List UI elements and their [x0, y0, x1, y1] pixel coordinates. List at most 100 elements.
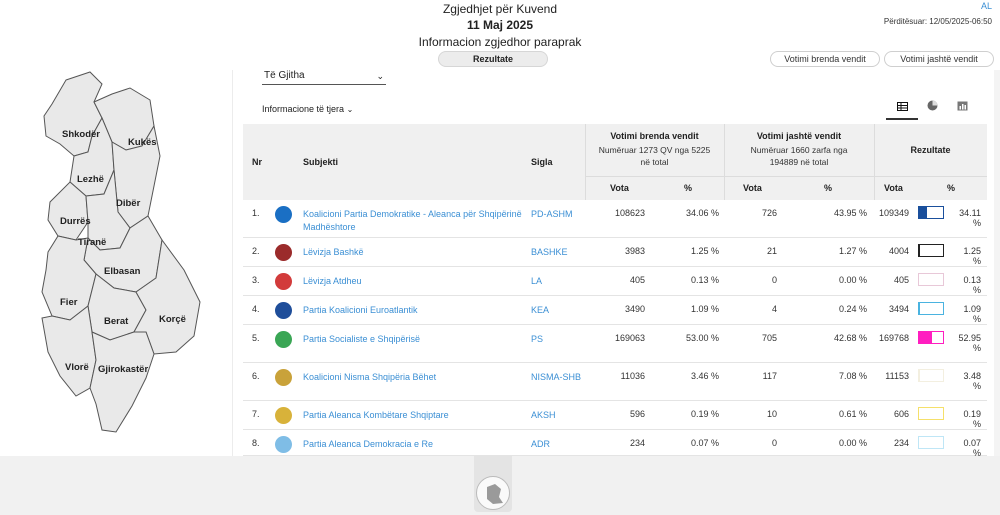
party-name-link[interactable]: Koalicioni Nisma Shqipëria Bëhet	[303, 372, 437, 382]
col-vote-in: Votimi brenda vendit	[610, 131, 699, 141]
pie-chart-icon[interactable]	[916, 98, 948, 120]
map-label-lezhe: Lezhë	[77, 174, 104, 185]
party-logo-icon	[275, 407, 292, 424]
albania-map[interactable]: Shkodër Kukës Lezhë Dibër Durrës Tiranë …	[30, 70, 210, 445]
table-row[interactable]: 6. Koalicioni Nisma Shqipëria Bëhet NISMA-…	[243, 363, 987, 401]
col-pct-out: %	[824, 183, 833, 193]
party-acronym-link[interactable]: KEA	[531, 305, 550, 315]
pct-in-country: 34.06 %	[685, 208, 719, 218]
region-select[interactable]: Të Gjitha ⌄	[262, 68, 386, 85]
party-name-link[interactable]: Lëvizja Atdheu	[303, 276, 362, 286]
table-row[interactable]: 3. Lëvizja Atdheu LA 405 0.13 % 0 0.00 % 405 0.1…	[243, 267, 987, 296]
votes-abroad: 117	[762, 371, 777, 381]
party-acronym-link[interactable]: PS	[531, 334, 544, 344]
party-acronym-link[interactable]: PD-ASHM	[531, 209, 573, 219]
col-sigla: Sigla	[531, 157, 553, 167]
pct-total: 0.13 %	[963, 275, 981, 295]
map-label-diber: Dibër	[116, 198, 141, 209]
pct-in-country: 3.46 %	[690, 371, 719, 381]
region-durres	[47, 181, 89, 241]
pct-abroad: 0.61 %	[838, 409, 867, 419]
party-acronym-link[interactable]: NISMA-SHB	[531, 372, 582, 382]
table-row[interactable]: 5. Partia Socialiste e Shqipërisë PS 169063…	[243, 325, 987, 363]
party-logo-icon	[275, 331, 292, 348]
votes-abroad: 705	[761, 333, 777, 343]
view-switcher	[884, 98, 994, 120]
votes-total: 11153	[885, 371, 909, 381]
table-row[interactable]: 7. Partia Aleanca Kombëtare Shqiptare AKSH…	[243, 401, 987, 430]
table-row[interactable]: 2. Lëvizja Bashkë BASHKE 3983 1.25 % 21 1.27 %…	[243, 238, 987, 267]
result-share-fill	[919, 207, 928, 218]
party-logo-icon	[275, 273, 292, 290]
pct-abroad: 0.00 %	[838, 438, 867, 448]
chevron-down-icon: ⌄	[376, 71, 384, 81]
pct-abroad: 43.95 %	[833, 208, 867, 218]
votes-in-country: 3490	[624, 304, 645, 314]
result-share-fill	[919, 370, 920, 381]
party-name-link[interactable]: Partia Socialiste e Shqipërisë	[303, 334, 421, 344]
result-share-bar	[918, 273, 944, 286]
col-vote-in-total: në total	[640, 157, 669, 167]
cec-seal-icon	[476, 476, 510, 510]
party-name-link[interactable]: Koalicioni Partia Demokratike - Aleanca …	[303, 209, 522, 232]
votes-abroad: 0	[771, 438, 777, 448]
map-label-tirane: Tiranë	[78, 237, 107, 248]
votes-total: 606	[893, 409, 909, 419]
party-name-link[interactable]: Partia Aleanca Demokracia e Re	[303, 439, 434, 449]
pct-total: 1.09 %	[963, 304, 981, 324]
result-share-bar	[918, 407, 944, 420]
party-acronym-link[interactable]: LA	[531, 276, 543, 286]
table-row[interactable]: 8. Partia Aleanca Demokracia e Re ADR 234 0.…	[243, 430, 987, 458]
map-label-berat: Berat	[104, 316, 129, 327]
votes-in-country: 11036	[620, 371, 645, 381]
map-label-elbasan: Elbasan	[104, 266, 141, 277]
results-button[interactable]: Rezultate	[438, 51, 548, 67]
map-label-vlore: Vlorë	[65, 362, 89, 373]
header: Zgjedhjet për Kuvend 11 Maj 2025 Informa…	[0, 0, 1000, 70]
party-acronym-link[interactable]: ADR	[531, 439, 551, 449]
party-acronym-link[interactable]: BASHKE	[531, 247, 568, 257]
party-acronym-link[interactable]: AKSH	[531, 410, 556, 420]
result-share-bar	[918, 331, 944, 344]
pct-total: 3.48 %	[963, 371, 981, 391]
col-pct-in: %	[684, 183, 693, 193]
votes-total: 4004	[888, 246, 909, 256]
pct-abroad: 0.24 %	[838, 304, 867, 314]
map-label-gjirokaster: Gjirokastër	[98, 364, 149, 375]
votes-total: 109349	[878, 208, 909, 218]
table-row[interactable]: 4. Partia Koalicioni Euroatlantik KEA 3490 1…	[243, 296, 987, 325]
vote-abroad-button[interactable]: Votimi jashtë vendit	[884, 51, 994, 67]
row-number: 1.	[252, 208, 260, 218]
votes-in-country: 108623	[614, 208, 645, 218]
result-share-bar	[918, 302, 944, 315]
votes-abroad: 726	[761, 208, 777, 218]
pct-total: 34.11 %	[959, 208, 981, 228]
right-gutter	[994, 70, 1000, 456]
pct-in-country: 0.07 %	[690, 438, 719, 448]
party-logo-icon	[275, 244, 292, 261]
party-name-link[interactable]: Lëvizja Bashkë	[303, 247, 364, 257]
votes-total: 169768	[878, 333, 909, 343]
col-votes-in: Vota	[610, 183, 629, 193]
votes-total: 405	[893, 275, 909, 285]
result-share-bar	[918, 436, 944, 449]
result-share-bar	[918, 244, 944, 257]
col-votes-total: Vota	[884, 183, 903, 193]
chevron-down-icon: ⌄	[346, 105, 354, 114]
votes-total: 234	[893, 438, 909, 448]
vote-in-country-button[interactable]: Votimi brenda vendit	[770, 51, 880, 67]
table-row[interactable]: 1. Koalicioni Partia Demokratike - Aleanc…	[243, 200, 987, 238]
more-info-toggle[interactable]: Informacione të tjera ⌄	[262, 104, 353, 114]
bar-chart-icon[interactable]	[946, 98, 978, 120]
col-vote-out-total: 194889 në total	[769, 157, 829, 167]
votes-in-country: 596	[629, 409, 645, 419]
region-select-value: Të Gjitha	[264, 70, 305, 81]
table-view-icon[interactable]	[886, 98, 918, 120]
language-switch[interactable]: AL	[980, 1, 992, 11]
albania-map-svg[interactable]	[30, 70, 210, 445]
page-title: Zgjedhjet për Kuvend	[442, 2, 558, 16]
col-subject: Subjekti	[303, 157, 339, 167]
party-name-link[interactable]: Partia Aleanca Kombëtare Shqiptare	[303, 410, 449, 420]
party-name-link[interactable]: Partia Koalicioni Euroatlantik	[303, 305, 418, 315]
pct-abroad: 1.27 %	[838, 246, 867, 256]
